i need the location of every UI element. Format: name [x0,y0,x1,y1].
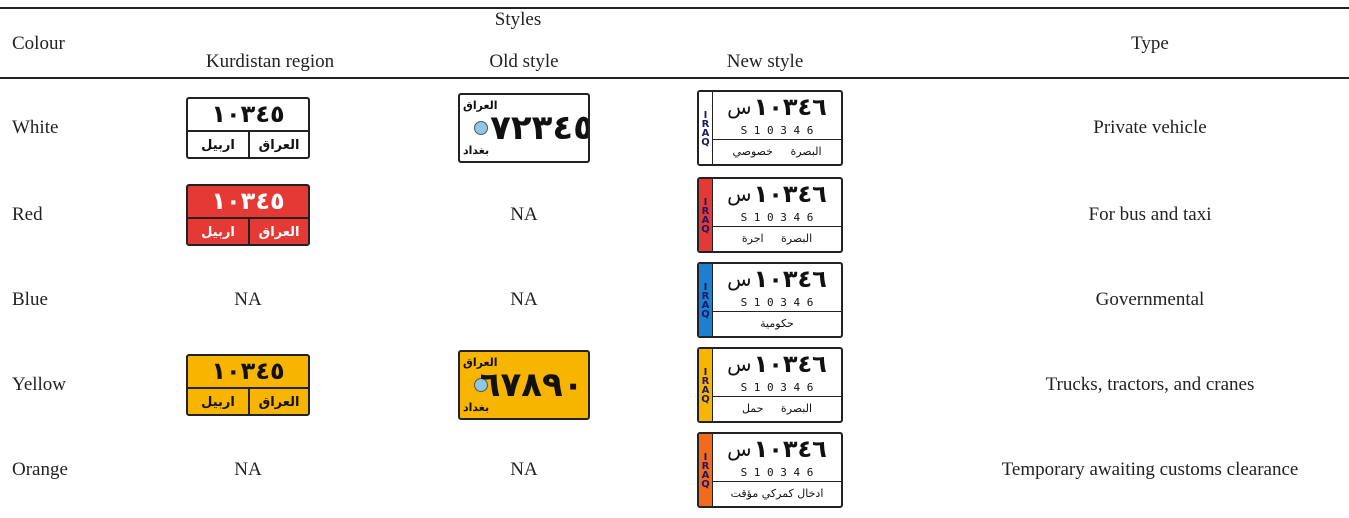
plate-country: العراق [258,225,300,240]
na-cell: NA [234,459,262,480]
header-cell: Old style [489,51,559,72]
type-cell: Governmental [1095,289,1205,310]
plate-number: ١٠٣٤٦ [753,93,827,121]
plate-letter: س [727,182,752,206]
plate-latin: S 1 0 3 4 6 [740,381,814,394]
plate-country: IRAQ [699,434,713,506]
plate-latin: S 1 0 3 4 6 [740,296,814,309]
plate-number: ١٠٣٤٦ [753,435,827,463]
na-cell: NA [510,204,538,225]
plate-number: ١٠٣٤٦ [753,180,827,208]
na-cell: NA [510,289,538,310]
header-cell: Type [1131,33,1169,54]
plate-latin: S 1 0 3 4 6 [740,466,814,479]
old-plate: العراق بغداد ٧٢٣٤٥ [458,93,590,163]
plate-country: العراق [258,395,300,410]
plate-country: العراق [258,138,300,153]
plate-country: IRAQ [699,349,713,421]
plate-number: ١٠٣٤٥ [188,99,308,132]
plate-region: البصرة اجرة [713,226,841,251]
plate-latin: S 1 0 3 4 6 [740,124,814,137]
colour-cell: Yellow [12,374,67,395]
plate-number: ٧٢٣٤٥ [490,108,590,148]
plate-city: بغداد [463,144,490,157]
plate-region: حكومية [713,311,841,336]
plate-number-row: س ١٠٣٤٦ [715,179,839,209]
plate-region: البصرة حمل [713,396,841,421]
plate-number-row: س ١٠٣٤٦ [715,264,839,294]
plate-region: ادخال كمركي مؤقت [713,481,841,506]
plate-emblem [474,378,488,392]
type-cell: Temporary awaiting customs clearance [1001,459,1299,480]
plate-number-row: س ١٠٣٤٦ [715,92,839,122]
header-cell: Styles [494,9,542,30]
plate-country: العراق [463,356,498,369]
na-cell: NA [510,459,538,480]
type-cell: Private vehicle [1093,117,1207,138]
colour-cell: Red [12,204,43,225]
header-cell: New style [726,51,804,72]
plate-country: IRAQ [699,92,713,164]
plate-number-row: س ١٠٣٤٦ [715,434,839,464]
plate-emblem [474,121,488,135]
plate-city: بغداد [463,401,490,414]
plate-city: اربيل [188,219,250,244]
top-rule [0,7,1349,9]
header-cell: Kurdistan region [205,51,335,72]
plate-latin: S 1 0 3 4 6 [740,211,814,224]
new-plate: IRAQ س ١٠٣٤٦ S 1 0 3 4 6 البصرة حمل [697,347,843,423]
plate-letter: س [727,95,752,119]
new-plate: IRAQ س ١٠٣٤٦ S 1 0 3 4 6 البصرة خصوصي [697,90,843,166]
plate-number: ١٠٣٤٥ [188,186,308,219]
plate-number: ١٠٣٤٦ [753,350,827,378]
header-rule [0,77,1349,79]
header-cell: Colour [12,33,65,54]
colour-cell: Orange [12,459,68,480]
type-cell: For bus and taxi [1088,204,1212,225]
plate-city: اربيل [188,132,250,157]
plate-number: ٦٧٨٩٠١ [479,365,588,405]
type-cell: Trucks, tractors, and cranes [1045,374,1255,395]
plate-number: ١٠٣٤٥ [188,356,308,389]
kurdistan-plate: ١٠٣٤٥ اربيل العراق [186,354,310,416]
new-plate: IRAQ س ١٠٣٤٦ S 1 0 3 4 6 البصرة اجرة [697,177,843,253]
plate-letter: س [727,352,752,376]
colour-cell: White [12,117,59,138]
plate-country: IRAQ [699,179,713,251]
plate-letter: س [727,437,752,461]
plate-country: IRAQ [699,264,713,336]
plate-letter: س [727,267,752,291]
new-plate: IRAQ س ١٠٣٤٦ S 1 0 3 4 6 حكومية [697,262,843,338]
plate-number: ١٠٣٤٦ [753,265,827,293]
old-plate: العراق بغداد٦٧٨٩٠١ [458,350,590,420]
kurdistan-plate: ١٠٣٤٥ اربيل العراق [186,97,310,159]
new-plate: IRAQ س ١٠٣٤٦ S 1 0 3 4 6 ادخال كمركي مؤقت [697,432,843,508]
na-cell: NA [234,289,262,310]
plate-city: اربيل [188,389,250,414]
plate-region: البصرة خصوصي [713,139,841,164]
plate-number-row: س ١٠٣٤٦ [715,349,839,379]
plate-country: العراق [463,99,498,112]
kurdistan-plate: ١٠٣٤٥ اربيل العراق [186,184,310,246]
colour-cell: Blue [12,289,48,310]
